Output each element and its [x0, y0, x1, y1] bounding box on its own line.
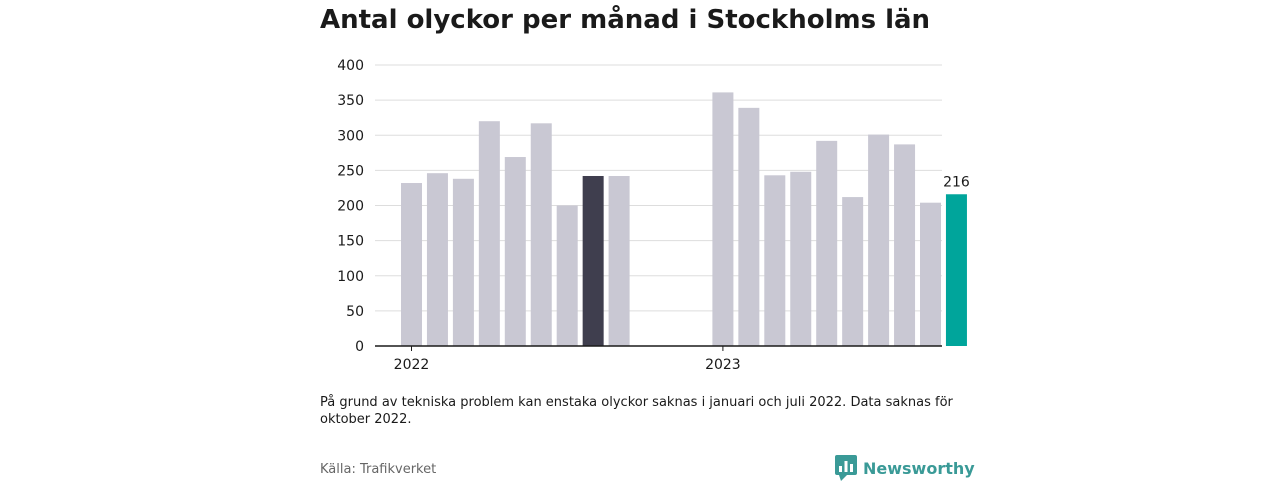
- bar-2023-02: [738, 107, 760, 346]
- bar-2022-05: [504, 157, 526, 346]
- brand-logo[interactable]: Newsworthy: [835, 455, 975, 481]
- x-tick-label: 2023: [705, 357, 741, 373]
- x-tick-label: 2022: [394, 357, 430, 373]
- bar-2022-07: [556, 205, 578, 346]
- bar-chart: 0 50 100 150 200 250 300 350 400 2022 2023 216: [337, 58, 970, 373]
- bar-2022-04: [478, 121, 500, 346]
- bar-2022-03: [452, 178, 474, 346]
- y-tick-label: 150: [337, 234, 364, 250]
- footnote: På grund av tekniska problem kan enstaka…: [320, 395, 953, 427]
- y-tick-label: 400: [337, 58, 364, 74]
- bar-2023-04: [790, 171, 812, 346]
- bar-2022-02: [426, 173, 448, 346]
- bar-2023-03: [764, 175, 786, 346]
- brand-name: Newsworthy: [863, 458, 975, 478]
- bar-2023-06: [842, 197, 864, 346]
- y-tick-label: 50: [346, 304, 364, 320]
- y-tick-label: 350: [337, 93, 364, 109]
- bar-2023-05: [816, 140, 838, 346]
- bar-chart-speech-bubble-icon: [835, 455, 857, 481]
- bar-2022-01: [401, 183, 422, 346]
- bar-2023-08: [894, 144, 916, 346]
- bar-2022-06: [530, 123, 552, 347]
- chart-title: Antal olyckor per månad i Stockholms län: [320, 5, 931, 35]
- bar-2022-09: [608, 175, 630, 346]
- source-label: Källa: Trafikverket: [320, 462, 437, 477]
- bar-2023-09: [920, 202, 941, 346]
- y-tick-label: 250: [337, 163, 364, 179]
- y-tick-label: 0: [355, 339, 364, 355]
- bar-2022-08: [582, 175, 604, 346]
- bar-2023-01: [712, 92, 734, 347]
- y-tick-label: 200: [337, 199, 364, 215]
- bar-2023-10: [945, 194, 967, 346]
- data-label: 216: [943, 174, 970, 190]
- bar-2023-07: [868, 134, 890, 346]
- y-tick-label: 100: [337, 269, 364, 285]
- y-tick-label: 300: [337, 128, 364, 144]
